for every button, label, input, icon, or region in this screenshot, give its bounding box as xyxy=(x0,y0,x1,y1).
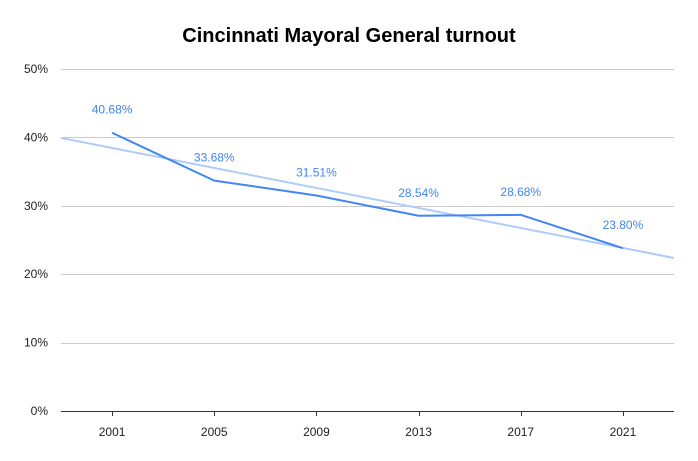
x-tick-label: 2021 xyxy=(610,425,637,439)
y-tick-label: 20% xyxy=(24,267,48,281)
y-tick-label: 10% xyxy=(24,336,48,350)
y-tick-label: 50% xyxy=(24,62,48,76)
data-label: 23.80% xyxy=(603,218,644,232)
x-tick-label: 2013 xyxy=(405,425,432,439)
data-labels: 40.68% 33.68% 31.51% 28.54% 28.68% 23.80% xyxy=(92,103,644,232)
y-tick-label: 0% xyxy=(31,404,49,418)
y-tick-label: 40% xyxy=(24,130,48,144)
trendline xyxy=(60,136,675,259)
x-axis: 2001 2005 2009 2013 2017 2021 xyxy=(99,411,637,439)
x-tick-label: 2005 xyxy=(201,425,228,439)
trendline-path xyxy=(60,136,675,259)
x-tick-label: 2001 xyxy=(99,425,126,439)
data-label: 40.68% xyxy=(92,103,133,117)
y-tick-label: 30% xyxy=(24,199,48,213)
data-label: 28.68% xyxy=(500,185,541,199)
gridlines xyxy=(61,69,674,412)
data-label: 33.68% xyxy=(194,151,235,165)
chart-title: Cincinnati Mayoral General turnout xyxy=(182,25,516,47)
data-label: 31.51% xyxy=(296,165,337,179)
series-lines xyxy=(111,131,624,250)
data-label: 28.54% xyxy=(398,186,439,200)
x-tick-label: 2017 xyxy=(507,425,534,439)
y-axis-tick-labels: 0% 10% 20% 30% 40% 50% xyxy=(24,62,48,418)
series-line xyxy=(111,131,624,250)
x-tick-label: 2009 xyxy=(303,425,330,439)
